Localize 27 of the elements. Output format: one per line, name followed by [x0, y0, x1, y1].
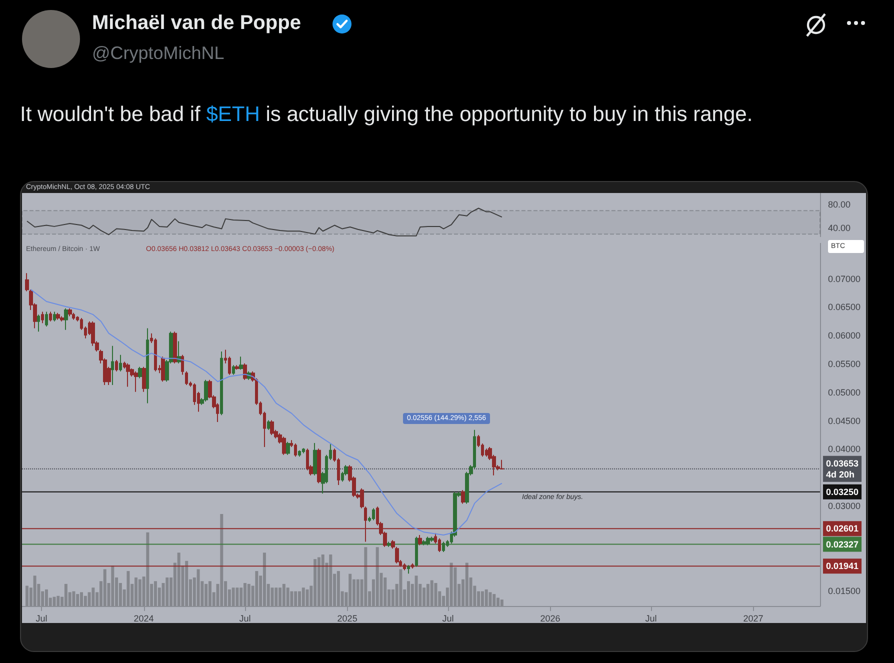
chart-title: It wouldn't be bad if $ETH is actually giving the opportunity to buy in this range.	[20, 103, 753, 126]
ref-line-label: 0.03653 4d 20h	[826, 458, 859, 480]
ref-line-label: 0.01941	[826, 561, 859, 572]
y-tick-label: 40.00	[828, 223, 851, 234]
ref-line-label: 0.03250	[826, 486, 859, 497]
x-tick-label: Jul	[36, 614, 48, 624]
x-tick-label: 2024	[134, 614, 154, 624]
x-tick-label: 2026	[540, 614, 560, 624]
ref-line-label: 0.02601	[826, 524, 859, 534]
y-tick-label: 80.00	[828, 200, 851, 210]
y-tick-label: 0.06000	[828, 330, 861, 341]
y-tick-label: 0.03000	[828, 501, 861, 512]
x-tick-label: 2025	[337, 614, 358, 624]
ref-line-label: 0.02327	[826, 539, 859, 550]
y-tick-label: 0.06500	[828, 302, 861, 312]
y-tick-label: 0.07000	[828, 274, 861, 284]
y-tick-label: 0.05000	[828, 387, 861, 398]
y-tick-label: 0.05500	[828, 359, 861, 369]
text: @CryptoMichNL	[92, 43, 224, 64]
y-tick-label: 0.01500	[828, 586, 861, 596]
x-tick-label: Jul	[239, 614, 251, 624]
x-tick-label: Jul	[442, 614, 454, 624]
y-tick-label: 0.04500	[828, 416, 861, 426]
x-tick-label: 2027	[743, 614, 764, 624]
y-tick-label: 0.04000	[828, 444, 861, 454]
x-tick-label: Jul	[645, 614, 657, 624]
text: Michaël van de Poppe	[92, 12, 301, 35]
